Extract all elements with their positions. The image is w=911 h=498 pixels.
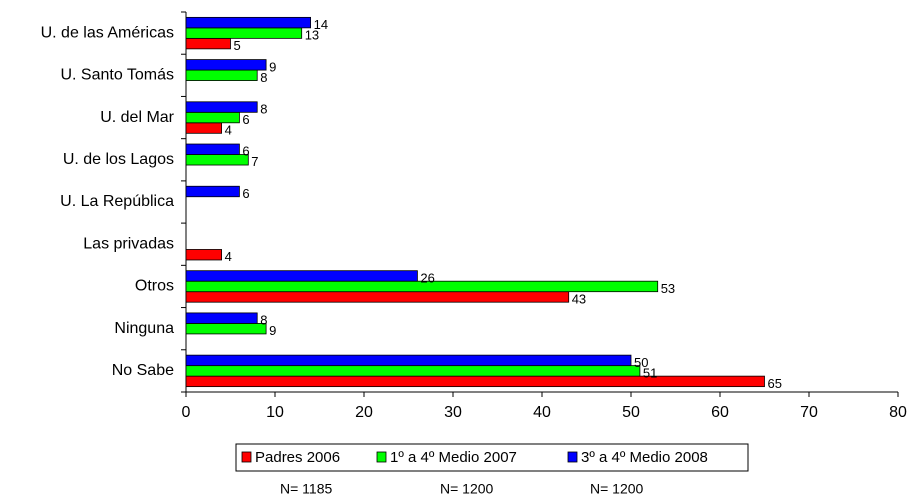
bar [185, 280, 659, 293]
value-label: 14 [314, 17, 328, 32]
value-label: 13 [305, 28, 319, 43]
value-label: 4 [225, 122, 232, 137]
legend-label: 3º a 4º Medio 2008 [581, 449, 708, 466]
category-label: Ninguna [114, 320, 174, 337]
bar [185, 291, 570, 303]
category-label: U. del Mar [100, 109, 174, 126]
legend-label: 1º a 4º Medio 2007 [390, 449, 517, 466]
bar [185, 154, 249, 166]
bar [185, 143, 240, 155]
x-tick-label: 70 [800, 404, 818, 421]
bar [185, 270, 418, 282]
note: N= 1200 [590, 481, 644, 497]
value-label: 8 [260, 313, 267, 328]
x-tick-label: 20 [355, 404, 373, 421]
value-label: 9 [269, 59, 276, 74]
bar [185, 185, 240, 198]
value-label: 43 [572, 291, 586, 306]
bar [185, 249, 222, 261]
x-tick-label: 0 [182, 404, 191, 421]
bar [185, 27, 303, 39]
bar [185, 111, 240, 124]
value-label: 51 [643, 365, 657, 380]
value-label: 8 [260, 101, 267, 116]
value-label: 26 [420, 270, 434, 285]
value-label: 53 [661, 281, 675, 296]
legend-label: Padres 2006 [255, 449, 340, 466]
category-label: Las privadas [83, 235, 174, 252]
bar [185, 101, 258, 113]
x-tick-label: 80 [889, 404, 907, 421]
bar [185, 16, 311, 29]
value-label: 9 [269, 323, 276, 338]
bar [185, 323, 267, 335]
category-label: Otros [135, 278, 174, 295]
note: N= 1185 [280, 481, 332, 497]
bar [185, 69, 258, 81]
note: N= 1200 [440, 481, 494, 497]
legend-swatch [376, 451, 387, 463]
value-label: 4 [225, 249, 232, 264]
value-label: 50 [634, 355, 648, 370]
bar [185, 37, 231, 50]
bar [185, 375, 765, 388]
legend-swatch [241, 451, 252, 463]
value-label: 6 [242, 112, 249, 127]
x-tick-label: 10 [266, 404, 284, 421]
bar [185, 59, 267, 71]
bar [185, 365, 641, 377]
category-label: U. Santo Tomás [60, 67, 174, 84]
value-label: 8 [260, 70, 267, 85]
legend-box [235, 443, 749, 472]
value-label: 7 [251, 154, 258, 169]
category-label: U. de las Américas [41, 24, 174, 41]
value-label: 6 [242, 186, 249, 201]
x-tick-label: 30 [444, 404, 462, 421]
x-tick-label: 40 [533, 404, 551, 421]
value-label: 6 [242, 144, 249, 159]
category-label: No Sabe [112, 362, 174, 379]
legend-swatch [567, 451, 578, 463]
x-tick-label: 50 [622, 404, 640, 421]
bar [185, 122, 222, 134]
bar [185, 354, 632, 367]
category-label: U. La República [60, 193, 174, 210]
x-tick-label: 60 [711, 404, 729, 421]
category-label: U. de los Lagos [63, 151, 174, 168]
value-label: 65 [768, 376, 782, 391]
value-label: 5 [234, 38, 241, 53]
bar [185, 312, 258, 324]
